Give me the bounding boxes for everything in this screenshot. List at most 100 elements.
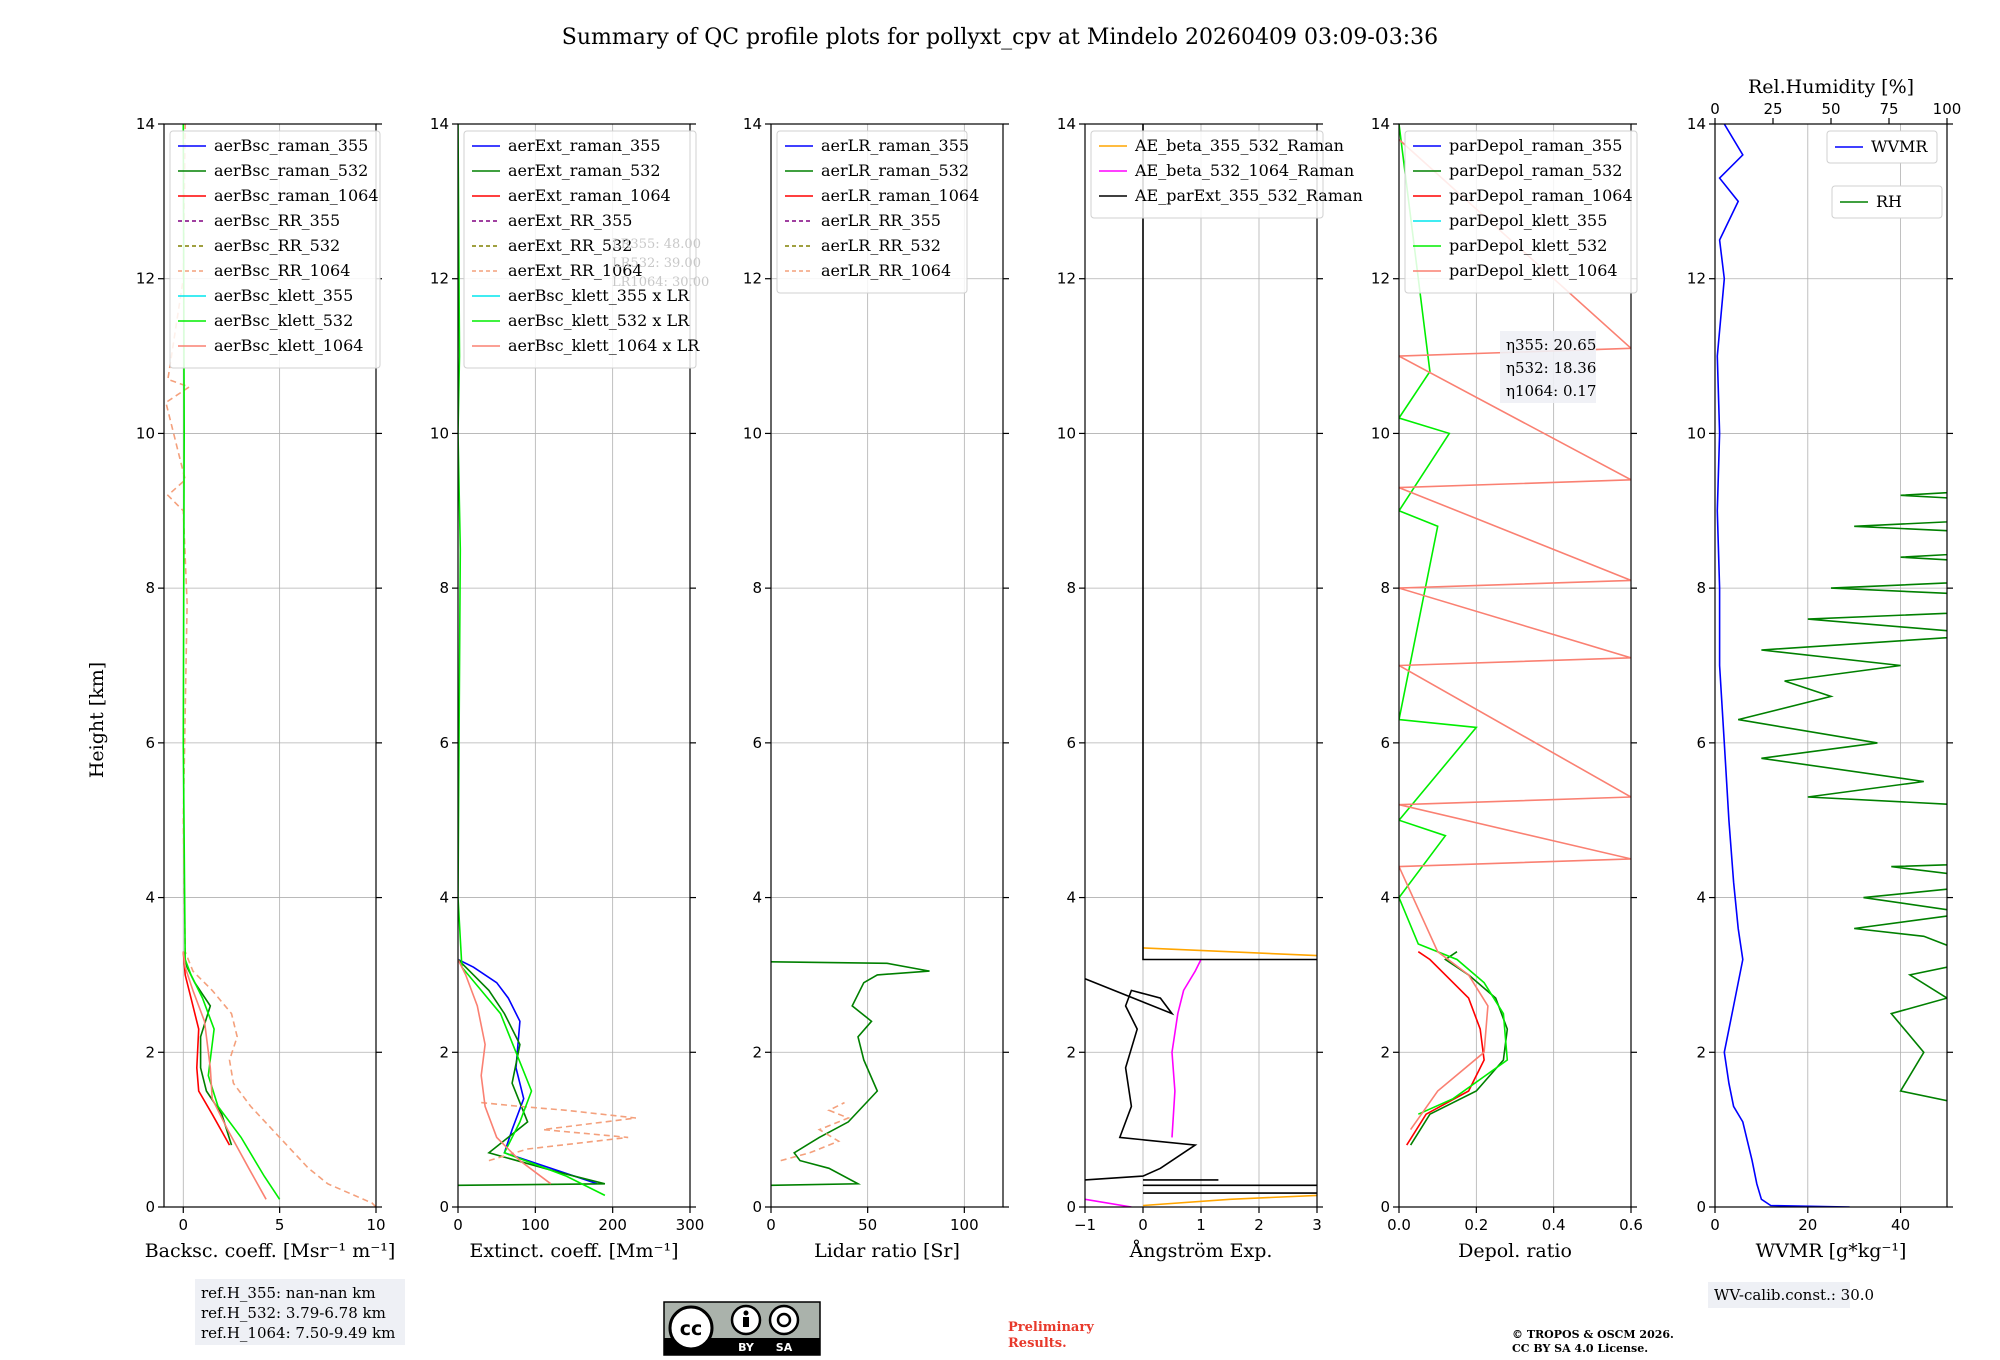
legend-entry: parDepol_klett_532 [1449,236,1607,255]
legend-entry: aerBsc_klett_1064 x LR [508,336,700,355]
series-line-RH [1738,491,1947,1102]
copyright-line1: © TROPOS & OSCM 2026. [1512,1328,1674,1341]
series-line-parDepol_raman_1064 [1406,951,1485,1146]
y-tick-label: 0 [752,1198,762,1216]
series-line-aerBsc_klett_1064 x LR [458,959,552,1185]
legend: aerExt_raman_355 aerExt_raman_532 aerExt_r… [463,130,700,369]
series-line-aerLR_raman_532 [771,961,930,1187]
legend-entry: aerLR_raman_355 [821,136,969,155]
y-tick-label: 2 [145,1043,155,1061]
legend-entry: WVMR [1871,137,1928,156]
legend-entry: parDepol_klett_1064 [1449,261,1618,280]
y-tick-label: 4 [145,889,155,907]
panel-water-vapor: 0 20 40 0 2 4 6 8 10 12 14 WVMR [g*kg⁻¹] 0 25 50 75 100 R… [1687,76,1962,1262]
series-line-aerBsc_klett_532 [182,124,281,1200]
sa-icon-arrow [776,1312,792,1328]
y-tick-label: 8 [439,579,449,597]
x2-tick-label: 100 [1933,100,1962,118]
y-tick-label: 14 [743,115,762,133]
series-line-WVMR [1716,124,1850,1207]
x-tick-label: 200 [598,1216,627,1234]
legend-entry: aerBsc_klett_532 [214,311,353,330]
y-tick-label: 0 [1696,1198,1706,1216]
by-icon-body [743,1317,749,1327]
legend-entry: aerBsc_klett_355 x LR [508,286,690,305]
x-tick-label: 100 [950,1216,979,1234]
y-tick-label: 8 [1066,579,1076,597]
preliminary-label-line1: Preliminary [1008,1320,1094,1335]
x-tick-label: 0.0 [1387,1216,1411,1234]
y-tick-label: 2 [1380,1043,1390,1061]
series-line-aerExt_RR_1064 [481,1101,636,1162]
legend: aerLR_raman_355 aerLR_raman_532 aerLR_rama… [776,130,979,294]
x-tick-label: 100 [521,1216,550,1234]
legend-entry: parDepol_raman_532 [1449,161,1622,180]
preliminary-label-line2: Results. [1008,1336,1067,1351]
x-tick-label: 0.4 [1542,1216,1566,1234]
y-tick-label: 10 [430,424,449,442]
axes-frame [770,123,1004,1208]
x-axis-label: Lidar ratio [Sr] [814,1240,960,1262]
y-tick-label: 0 [1380,1198,1390,1216]
y-tick-label: 6 [752,734,762,752]
legend-entry: aerExt_raman_355 [508,136,661,155]
y-tick-label: 12 [743,270,762,288]
y-tick-label: 12 [1687,270,1706,288]
legend-entry: aerBsc_klett_532 x LR [508,311,690,330]
series-line-AE_parExt_355_532_Raman [1085,124,1317,1194]
lidar-ratio-note: LR532: 39.00 [612,256,701,271]
y-tick-label: 12 [1057,270,1076,288]
wv-calib-box: WV-calib.const.: 30.0 [1708,1282,1874,1308]
series-line-aerExt_raman_355 [458,958,598,1185]
x-tick-label: 1 [1196,1216,1206,1234]
x2-tick-label: 0 [1710,100,1720,118]
legend-entry: aerBsc_klett_355 [214,286,353,305]
legend-box [776,130,968,294]
series-line-AE_beta_355_532_Raman [1142,947,1317,1207]
copyright-line2: CC BY SA 4.0 License. [1512,1342,1648,1355]
legend: aerBsc_raman_355 aerBsc_raman_532 aerBsc_r… [169,130,381,369]
overlays: LR355: 48.00 LR532: 39.00 LR1064: 30.00 η35… [612,237,1596,403]
cc-sa-label: SA [776,1341,793,1354]
legend-entry: aerLR_raman_1064 [821,186,979,205]
x-axis-label: Ångström Exp. [1129,1240,1273,1262]
lidar-ratio-note: LR1064: 30.00 [612,275,709,290]
axes-frame [1398,123,1632,1208]
legend-entry: parDepol_raman_1064 [1449,186,1633,205]
series-line-parDepol_klett_532 [1399,124,1509,1115]
y-tick-label: 12 [136,270,155,288]
x-tick-label: 3 [1312,1216,1322,1234]
x-tick-label: 10 [366,1216,385,1234]
y-tick-label: 8 [145,579,155,597]
legend-entry: AE_beta_355_532_Raman [1134,136,1344,155]
legend-box [463,130,697,369]
y-tick-label: 6 [1696,734,1706,752]
x-tick-label: 0.2 [1464,1216,1488,1234]
y-tick-label: 6 [439,734,449,752]
legend-box [169,130,381,369]
y-tick-label: 2 [752,1043,762,1061]
legend-entry: AE_beta_532_1064_Raman [1134,161,1354,180]
x-tick-label: 0 [1710,1216,1720,1234]
cc-icon-text: cc [680,1318,703,1340]
lidar-ratio-note: LR355: 48.00 [612,237,701,252]
y-tick-label: 6 [1066,734,1076,752]
x-tick-label: 5 [275,1216,285,1234]
y-tick-label: 10 [1687,424,1706,442]
series-line-aerLR_RR_1064 [780,1101,851,1162]
y-tick-label: 10 [136,424,155,442]
legend-entry: parDepol_klett_355 [1449,211,1607,230]
series-line-AE_beta_532_1064_Raman [1085,959,1202,1207]
x-axis-label: Backsc. coeff. [Msr⁻¹ m⁻¹] [145,1240,396,1262]
legend-entry: AE_parExt_355_532_Raman [1134,186,1363,205]
x-tick-label: 0 [178,1216,188,1234]
cc-by-sa-badge: cc BY SA [663,1301,821,1356]
legend-entry: aerBsc_RR_1064 [214,261,350,280]
eta-label: η1064: 0.17 [1506,382,1596,400]
axes-frame [457,123,691,1208]
y-tick-label: 8 [752,579,762,597]
series-line-aerBsc_klett_1064 [182,951,267,1200]
x-tick-label: 2 [1254,1216,1264,1234]
